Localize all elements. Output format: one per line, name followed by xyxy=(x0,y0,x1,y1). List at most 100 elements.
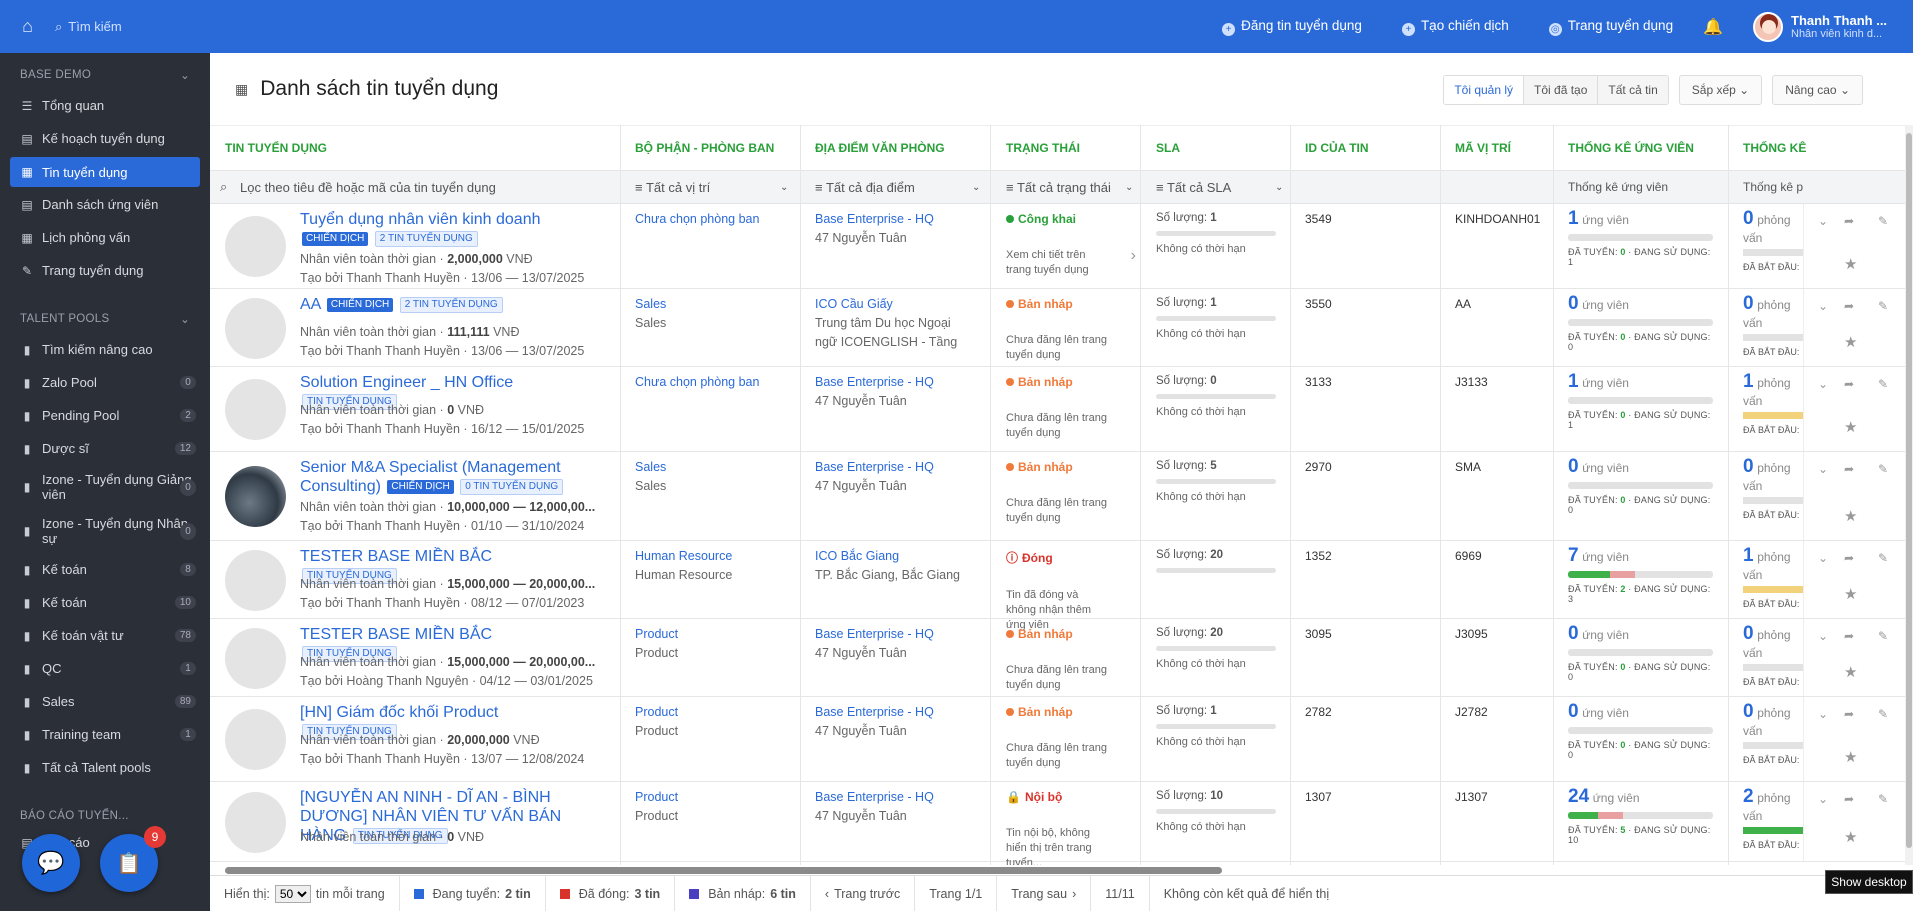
sidebar-section-reports[interactable]: BÁO CÁO TUYỂN... xyxy=(20,810,129,822)
table-row[interactable]: AA CHIẾN DỊCH 2 TIN TUYỂN DỤNG Nhân viên… xyxy=(210,289,1913,367)
pin-icon[interactable]: ✎ xyxy=(1878,707,1889,721)
interview-stats[interactable]: 0 phỏng vấn ĐÃ BẮT ĐẦU: xyxy=(1743,623,1813,687)
dept-cell[interactable]: Product Product xyxy=(635,790,679,823)
status-filter[interactable]: ≡ Tất cả trạng thái xyxy=(1006,179,1111,195)
dept-cell[interactable]: Product Product xyxy=(635,705,679,738)
table-row[interactable]: TESTER BASE MIỀN BẮC TIN TUYỂN DỤNG Nhân… xyxy=(210,619,1913,697)
table-row[interactable]: [NGUYỄN AN NINH - DĨ AN - BÌNH DƯƠNG] NH… xyxy=(210,782,1913,865)
pin-icon[interactable]: ✎ xyxy=(1878,551,1889,565)
search-input[interactable]: Tìm kiếm xyxy=(68,19,122,34)
interview-stats[interactable]: 1 phỏng vấn ĐÃ BẮT ĐẦU: xyxy=(1743,371,1813,435)
create-campaign-link[interactable]: + Tạo chiến dịch xyxy=(1401,18,1509,36)
share-icon[interactable]: ➦ xyxy=(1844,462,1855,476)
interview-stats[interactable]: 0 phỏng vấn ĐÃ BẮT ĐẦU: xyxy=(1743,456,1813,520)
chevron-down-icon[interactable]: ⌄ xyxy=(1818,299,1829,313)
table-row[interactable]: Senior M&A Specialist (Management Consul… xyxy=(210,452,1913,541)
share-icon[interactable]: ➦ xyxy=(1844,299,1855,313)
location-cell[interactable]: Base Enterprise - HQ 47 Nguyễn Tuân xyxy=(815,705,934,738)
sidebar-item-pool[interactable]: ▮ Izone - Tuyển dụng Giảng viên 0 xyxy=(0,465,210,509)
pin-icon[interactable]: ✎ xyxy=(1878,792,1889,806)
col-job[interactable]: TIN TUYỂN DỤNG xyxy=(225,141,327,155)
star-icon[interactable]: ★ xyxy=(1844,586,1858,603)
candidate-stats[interactable]: 0 ứng viên ĐÃ TUYỂN: 0 · ĐANG SỬ DỤNG: 0 xyxy=(1568,293,1713,352)
sidebar-item-pool[interactable]: ▮ Zalo Pool 0 xyxy=(0,366,210,399)
home-icon[interactable]: ⌂ xyxy=(22,16,33,36)
vertical-scrollbar[interactable] xyxy=(1905,125,1913,865)
location-cell[interactable]: ICO Bắc Giang TP. Bắc Giang, Bắc Giang xyxy=(815,549,960,582)
status-cell[interactable]: Bản nháp Chưa đăng lên trang tuyển dụng xyxy=(1006,297,1107,361)
job-title[interactable]: TESTER BASE MIỀN BẮC TIN TUYỂN DỤNG xyxy=(300,625,570,663)
sidebar-item-pool[interactable]: ▮ Dược sĩ 12 xyxy=(0,432,210,465)
interview-stats[interactable]: 0 phỏng vấn ĐÃ BẮT ĐẦU: xyxy=(1743,208,1813,272)
status-cell[interactable]: Bản nháp Chưa đăng lên trang tuyển dụng xyxy=(1006,460,1107,524)
job-title[interactable]: Tuyển dụng nhân viên kinh doanh CHIẾN DỊ… xyxy=(300,210,570,248)
page-size-select[interactable]: 50 xyxy=(274,884,311,903)
dept-cell[interactable]: Human Resource Human Resource xyxy=(635,549,733,582)
sidebar-section-talent-pools[interactable]: TALENT POOLS ⌄ xyxy=(20,313,190,326)
tab-my-managed[interactable]: Tôi quản lý xyxy=(1444,76,1524,104)
open-count[interactable]: Đang tuyển: 2 tin xyxy=(400,875,546,911)
location-cell[interactable]: Base Enterprise - HQ 47 Nguyễn Tuân xyxy=(815,627,934,660)
star-icon[interactable]: ★ xyxy=(1844,749,1858,766)
share-icon[interactable]: ➦ xyxy=(1844,551,1855,565)
share-icon[interactable]: ➦ xyxy=(1844,707,1855,721)
status-cell[interactable]: Bản nháp Chưa đăng lên trang tuyển dụng xyxy=(1006,375,1107,439)
sla-filter[interactable]: ≡ Tất cả SLA xyxy=(1156,179,1232,195)
star-icon[interactable]: ★ xyxy=(1844,256,1858,273)
candidate-stats[interactable]: 0 ứng viên ĐÃ TUYỂN: 0 · ĐANG SỬ DỤNG: 0 xyxy=(1568,456,1713,515)
sidebar-section-base-demo[interactable]: BASE DEMO ⌄ xyxy=(20,69,190,82)
status-cell[interactable]: ⓘ Đóng Tin đã đóng và không nhận thêm ứng … xyxy=(1006,551,1092,631)
interview-stats[interactable]: 1 phỏng vấn ĐÃ BẮT ĐẦU: xyxy=(1743,545,1813,609)
user-menu[interactable]: Thanh Thanh ... Nhân viên kinh d... xyxy=(1753,11,1903,42)
search-box[interactable]: ⌕ Tìm kiếm xyxy=(55,19,215,35)
star-icon[interactable]: ★ xyxy=(1844,829,1858,846)
chevron-down-icon[interactable]: ⌄ xyxy=(1818,629,1829,643)
candidate-stats[interactable]: 1 ứng viên ĐÃ TUYỂN: 0 · ĐANG SỬ DỤNG: 1 xyxy=(1568,371,1713,430)
col-status[interactable]: TRẠNG THÁI xyxy=(1006,141,1080,155)
col-id[interactable]: ID CỦA TIN xyxy=(1305,141,1369,155)
table-row[interactable]: Solution Engineer _ HN Office TIN TUYỂN … xyxy=(210,367,1913,452)
chevron-down-icon[interactable]: ⌄ xyxy=(1818,462,1829,476)
chevron-down-icon[interactable]: ⌄ xyxy=(1818,377,1829,391)
job-title[interactable]: TESTER BASE MIỀN BẮC TIN TUYỂN DỤNG xyxy=(300,547,570,585)
sidebar-item-candidates[interactable]: ▤ Danh sách ứng viên xyxy=(21,197,159,212)
horizontal-scrollbar[interactable] xyxy=(215,865,1905,875)
chevron-down-icon[interactable]: ⌄ xyxy=(1818,214,1829,228)
col-code[interactable]: MÃ VỊ TRÍ xyxy=(1455,141,1511,155)
location-cell[interactable]: Base Enterprise - HQ 47 Nguyễn Tuân xyxy=(815,375,934,408)
job-title[interactable]: [NGUYỄN AN NINH - DĨ AN - BÌNH DƯƠNG] NH… xyxy=(300,789,562,844)
tab-my-created[interactable]: Tôi đã tạo xyxy=(1523,76,1598,104)
chevron-down-icon[interactable]: ⌄ xyxy=(1818,792,1829,806)
sort-button[interactable]: Sắp xếp ⌄ xyxy=(1678,75,1763,105)
star-icon[interactable]: ★ xyxy=(1844,334,1858,351)
sidebar-item-pool[interactable]: ▮ Tìm kiếm nâng cao xyxy=(0,333,210,366)
dept-cell[interactable]: Product Product xyxy=(635,627,679,660)
tab-all[interactable]: Tất cả tin xyxy=(1597,76,1668,104)
location-cell[interactable]: ICO Cầu Giấy Trung tâm Du học Ngoại ngữ I… xyxy=(815,297,958,349)
col-dept[interactable]: BỘ PHẬN - PHÒNG BAN xyxy=(635,141,775,155)
share-icon[interactable]: ➦ xyxy=(1844,377,1855,391)
status-cell[interactable]: Công khai Xem chi tiết trên trang tuyển d… xyxy=(1006,212,1136,276)
sidebar-item-pool[interactable]: ▮ Sales 89 xyxy=(0,685,210,718)
prev-page-button[interactable]: ‹ Trang trước xyxy=(811,875,916,911)
status-cell[interactable]: 🔒 Nội bộ Tin nội bộ, không hiển thị trên t… xyxy=(1006,790,1092,865)
col-location[interactable]: ĐỊA ĐIỂM VĂN PHÒNG xyxy=(815,141,945,155)
sidebar-item-pool[interactable]: ▮ Training team 1 xyxy=(0,718,210,751)
chevron-down-icon[interactable]: ⌄ xyxy=(1818,551,1829,565)
sidebar-item-jobs[interactable]: ▦ Tin tuyển dụng xyxy=(10,157,200,187)
share-icon[interactable]: ➦ xyxy=(1844,792,1855,806)
advanced-button[interactable]: Nâng cao ⌄ xyxy=(1772,75,1863,105)
col-stats[interactable]: THỐNG KÊ ỨNG VIÊN xyxy=(1568,141,1694,155)
chevron-down-icon[interactable]: ⌄ xyxy=(1818,707,1829,721)
location-cell[interactable]: Base Enterprise - HQ 47 Nguyễn Tuân xyxy=(815,790,934,823)
post-job-link[interactable]: + Đăng tin tuyển dụng xyxy=(1222,18,1362,36)
next-page-button[interactable]: Trang sau › xyxy=(997,875,1092,911)
pin-icon[interactable]: ✎ xyxy=(1878,299,1889,313)
location-filter[interactable]: ≡ Tất cả địa điểm xyxy=(815,179,915,195)
candidate-stats[interactable]: 1 ứng viên ĐÃ TUYỂN: 0 · ĐANG SỬ DỤNG: 1 xyxy=(1568,208,1713,267)
closed-count[interactable]: Đã đóng: 3 tin xyxy=(546,875,676,911)
sidebar-item-pool[interactable]: ▮ Kế toán 10 xyxy=(0,586,210,619)
dept-cell[interactable]: Sales Sales xyxy=(635,460,667,493)
dept-cell[interactable]: Chưa chọn phòng ban xyxy=(635,375,760,389)
interview-stats[interactable]: 0 phỏng vấn ĐÃ BẮT ĐẦU: xyxy=(1743,293,1813,357)
